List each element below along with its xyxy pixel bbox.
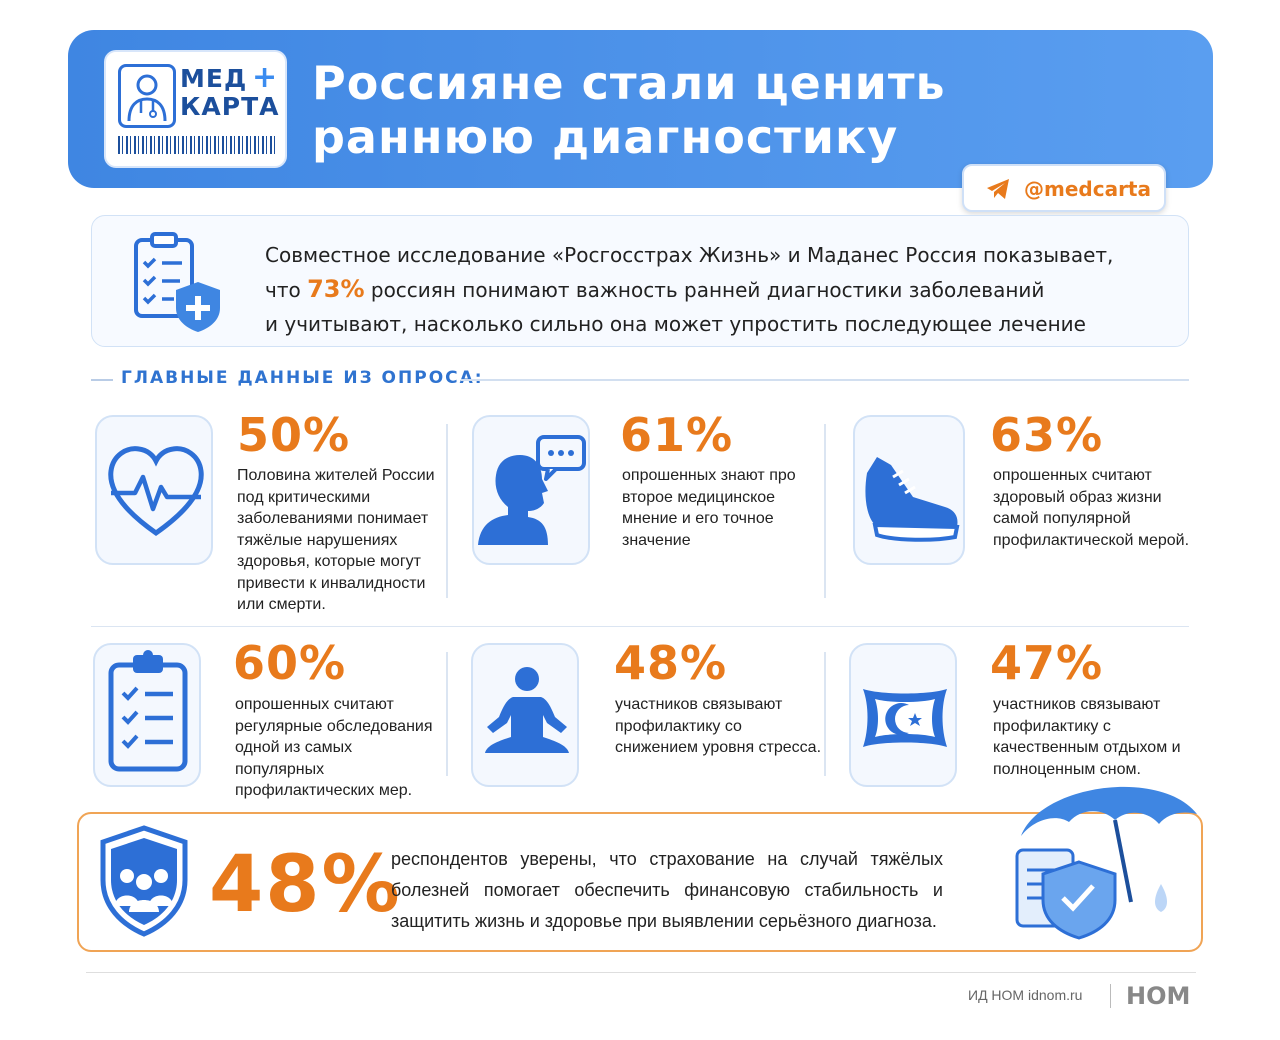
logo-text-med: МЕД [180,64,248,93]
stat-1-text: Половина жителей России под критическими… [237,467,435,613]
title-line-2: раннюю диагностику [312,110,899,164]
row-divider [91,626,1189,627]
column-divider-1 [446,424,448,598]
stat-3-icon-card [853,415,965,565]
stat-6-text: участников связывают профилактику с каче… [993,696,1181,778]
pillow-moon-icon [863,689,947,747]
sneaker-icon [865,457,960,542]
intro-text: Совместное исследование «Росгосстрах Жиз… [265,238,1165,341]
stat-3-pct: 63% [990,408,1104,462]
telegram-icon [987,179,1009,199]
intro-panel: Совместное исследование «Росгосстрах Жиз… [91,215,1189,347]
intro-line-1: Совместное исследование «Росгосстрах Жиз… [265,243,1114,267]
page-title: Россияне стали ценить раннюю диагностику [312,56,946,164]
insurance-text: респондентов уверены, что страхование на… [391,849,943,931]
clipboard-shield-icon [134,232,220,332]
barcode-icon [118,136,275,154]
section-divider-left [91,379,113,381]
family-shield-icon [100,825,188,937]
stat-2-pct: 61% [620,408,734,462]
stat-6-icon-card [849,643,957,787]
section-label: ГЛАВНЫЕ ДАННЫЕ ИЗ ОПРОСА: [121,368,484,388]
insurance-pct: 48% [209,840,402,930]
header-banner: МЕД + КАРТА Россияне стали ценить раннюю… [68,30,1213,188]
stat-5-pct: 48% [614,636,728,690]
intro-line-2-post: россиян понимают важность ранней диагнос… [370,278,1045,302]
logo-text-karta: КАРТА [180,92,280,121]
umbrella-shield-icon [1015,786,1197,940]
stat-4-icon-card [93,643,201,787]
footer-source: ИД НОМ idnom.ru [968,987,1083,1003]
section-divider-right [461,379,1189,381]
nom-logo: НОМ [1126,982,1191,1010]
stat-1-pct: 50% [237,408,351,462]
logo-plus-icon: + [252,60,278,95]
title-line-1: Россияне стали ценить [312,56,946,110]
stat-5-icon-card [471,643,579,787]
meditation-icon [485,667,569,753]
footer-separator [1110,984,1111,1008]
intro-highlight-pct: 73% [307,275,365,303]
doctor-icon [118,64,176,128]
channel-handle: @medcarta [1024,177,1151,201]
stat-4-text: опрошенных считают регулярные обследован… [235,696,433,799]
insurance-highlight-panel: 48% респондентов уверены, что страховани… [77,786,1203,952]
stat-5-text: участников связывают профилактику со сни… [615,696,822,756]
stat-1-icon-card [95,415,213,565]
medcarta-logo: МЕД + КАРТА [104,50,287,168]
heart-pulse-icon [108,446,204,537]
stat-3-text: опрошенных считают здоровый образ жизни … [993,467,1190,549]
intro-line-2: что 73% россиян понимают важность ранней… [265,272,1165,307]
column-divider-2 [824,424,826,598]
stat-6-pct: 47% [990,636,1104,690]
intro-line-3: и учитывают, насколько сильно она может … [265,312,1086,336]
person-speech-icon [478,435,586,545]
footer-divider [86,972,1196,973]
telegram-channel-link[interactable]: @medcarta [962,164,1166,212]
stat-4-pct: 60% [233,636,347,690]
intro-line-2-pre: что [265,278,301,302]
stat-2-icon-card [472,415,590,565]
stat-2-text: опрошенных знают про второе медицинское … [622,467,796,549]
section-heading: ГЛАВНЫЕ ДАННЫЕ ИЗ ОПРОСА: [91,368,1189,392]
column-divider-4 [824,652,826,776]
clipboard-checklist-icon [108,650,188,772]
column-divider-3 [446,652,448,776]
